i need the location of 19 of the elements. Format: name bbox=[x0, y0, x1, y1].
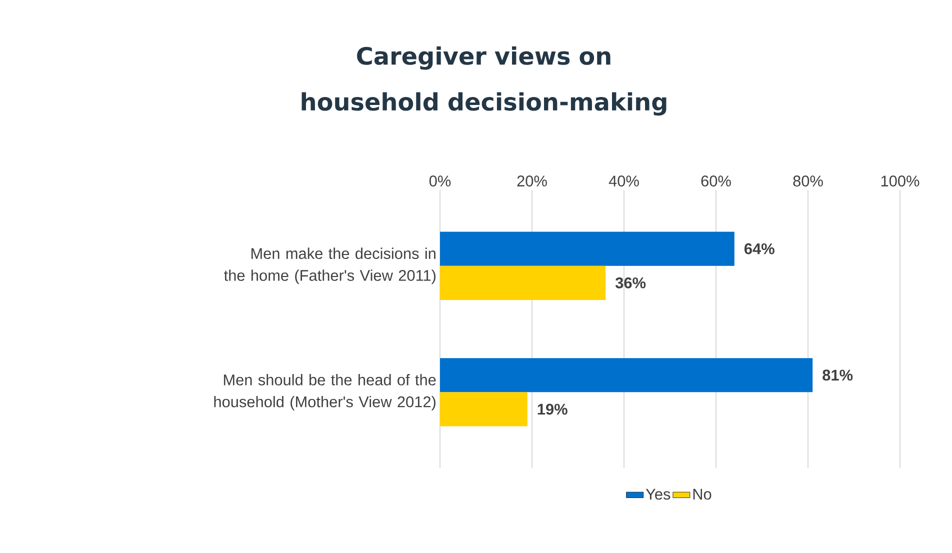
bar bbox=[440, 232, 734, 266]
x-tick-label: 0% bbox=[429, 176, 451, 186]
legend-label: Yes bbox=[646, 488, 670, 500]
legend-label: No bbox=[693, 488, 712, 500]
data-label: 36% bbox=[615, 277, 646, 288]
y-tick-label: Men should be the head of the household (Mother's View 2012) bbox=[214, 374, 436, 410]
data-label: 81% bbox=[822, 370, 853, 381]
x-tick-label: 20% bbox=[517, 176, 547, 186]
bar bbox=[440, 392, 528, 426]
x-tick-label: 80% bbox=[793, 176, 823, 186]
data-label: 64% bbox=[744, 243, 774, 254]
y-tick-label: Men make the decisions in the home (Father's View 2011) bbox=[224, 248, 436, 284]
x-tick-label: 100% bbox=[881, 176, 920, 186]
x-tick-label: 60% bbox=[701, 176, 731, 186]
x-tick-label: 40% bbox=[608, 176, 639, 186]
bar bbox=[440, 266, 606, 300]
data-label: 19% bbox=[538, 404, 568, 415]
chart-title: Caregiver views on household decision-making bbox=[302, 46, 666, 116]
bar bbox=[440, 358, 813, 392]
